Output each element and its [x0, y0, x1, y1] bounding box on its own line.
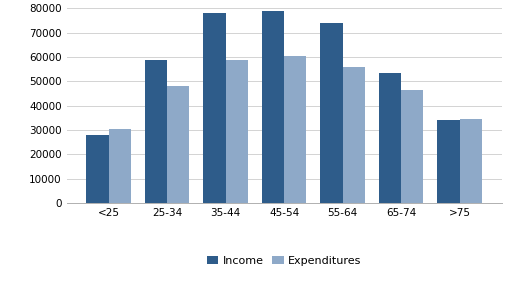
Bar	[262, 11, 284, 203]
Bar	[321, 23, 343, 203]
Bar	[460, 119, 482, 203]
Bar	[203, 13, 226, 203]
Bar	[109, 129, 131, 203]
Bar	[401, 90, 423, 203]
Bar	[167, 86, 189, 203]
Bar	[87, 135, 109, 203]
Bar	[437, 120, 460, 203]
Bar	[379, 73, 401, 203]
Bar	[145, 60, 167, 203]
Bar	[343, 67, 365, 203]
Legend: Income, Expenditures: Income, Expenditures	[203, 252, 366, 270]
Bar	[226, 60, 248, 203]
Bar	[284, 56, 306, 203]
